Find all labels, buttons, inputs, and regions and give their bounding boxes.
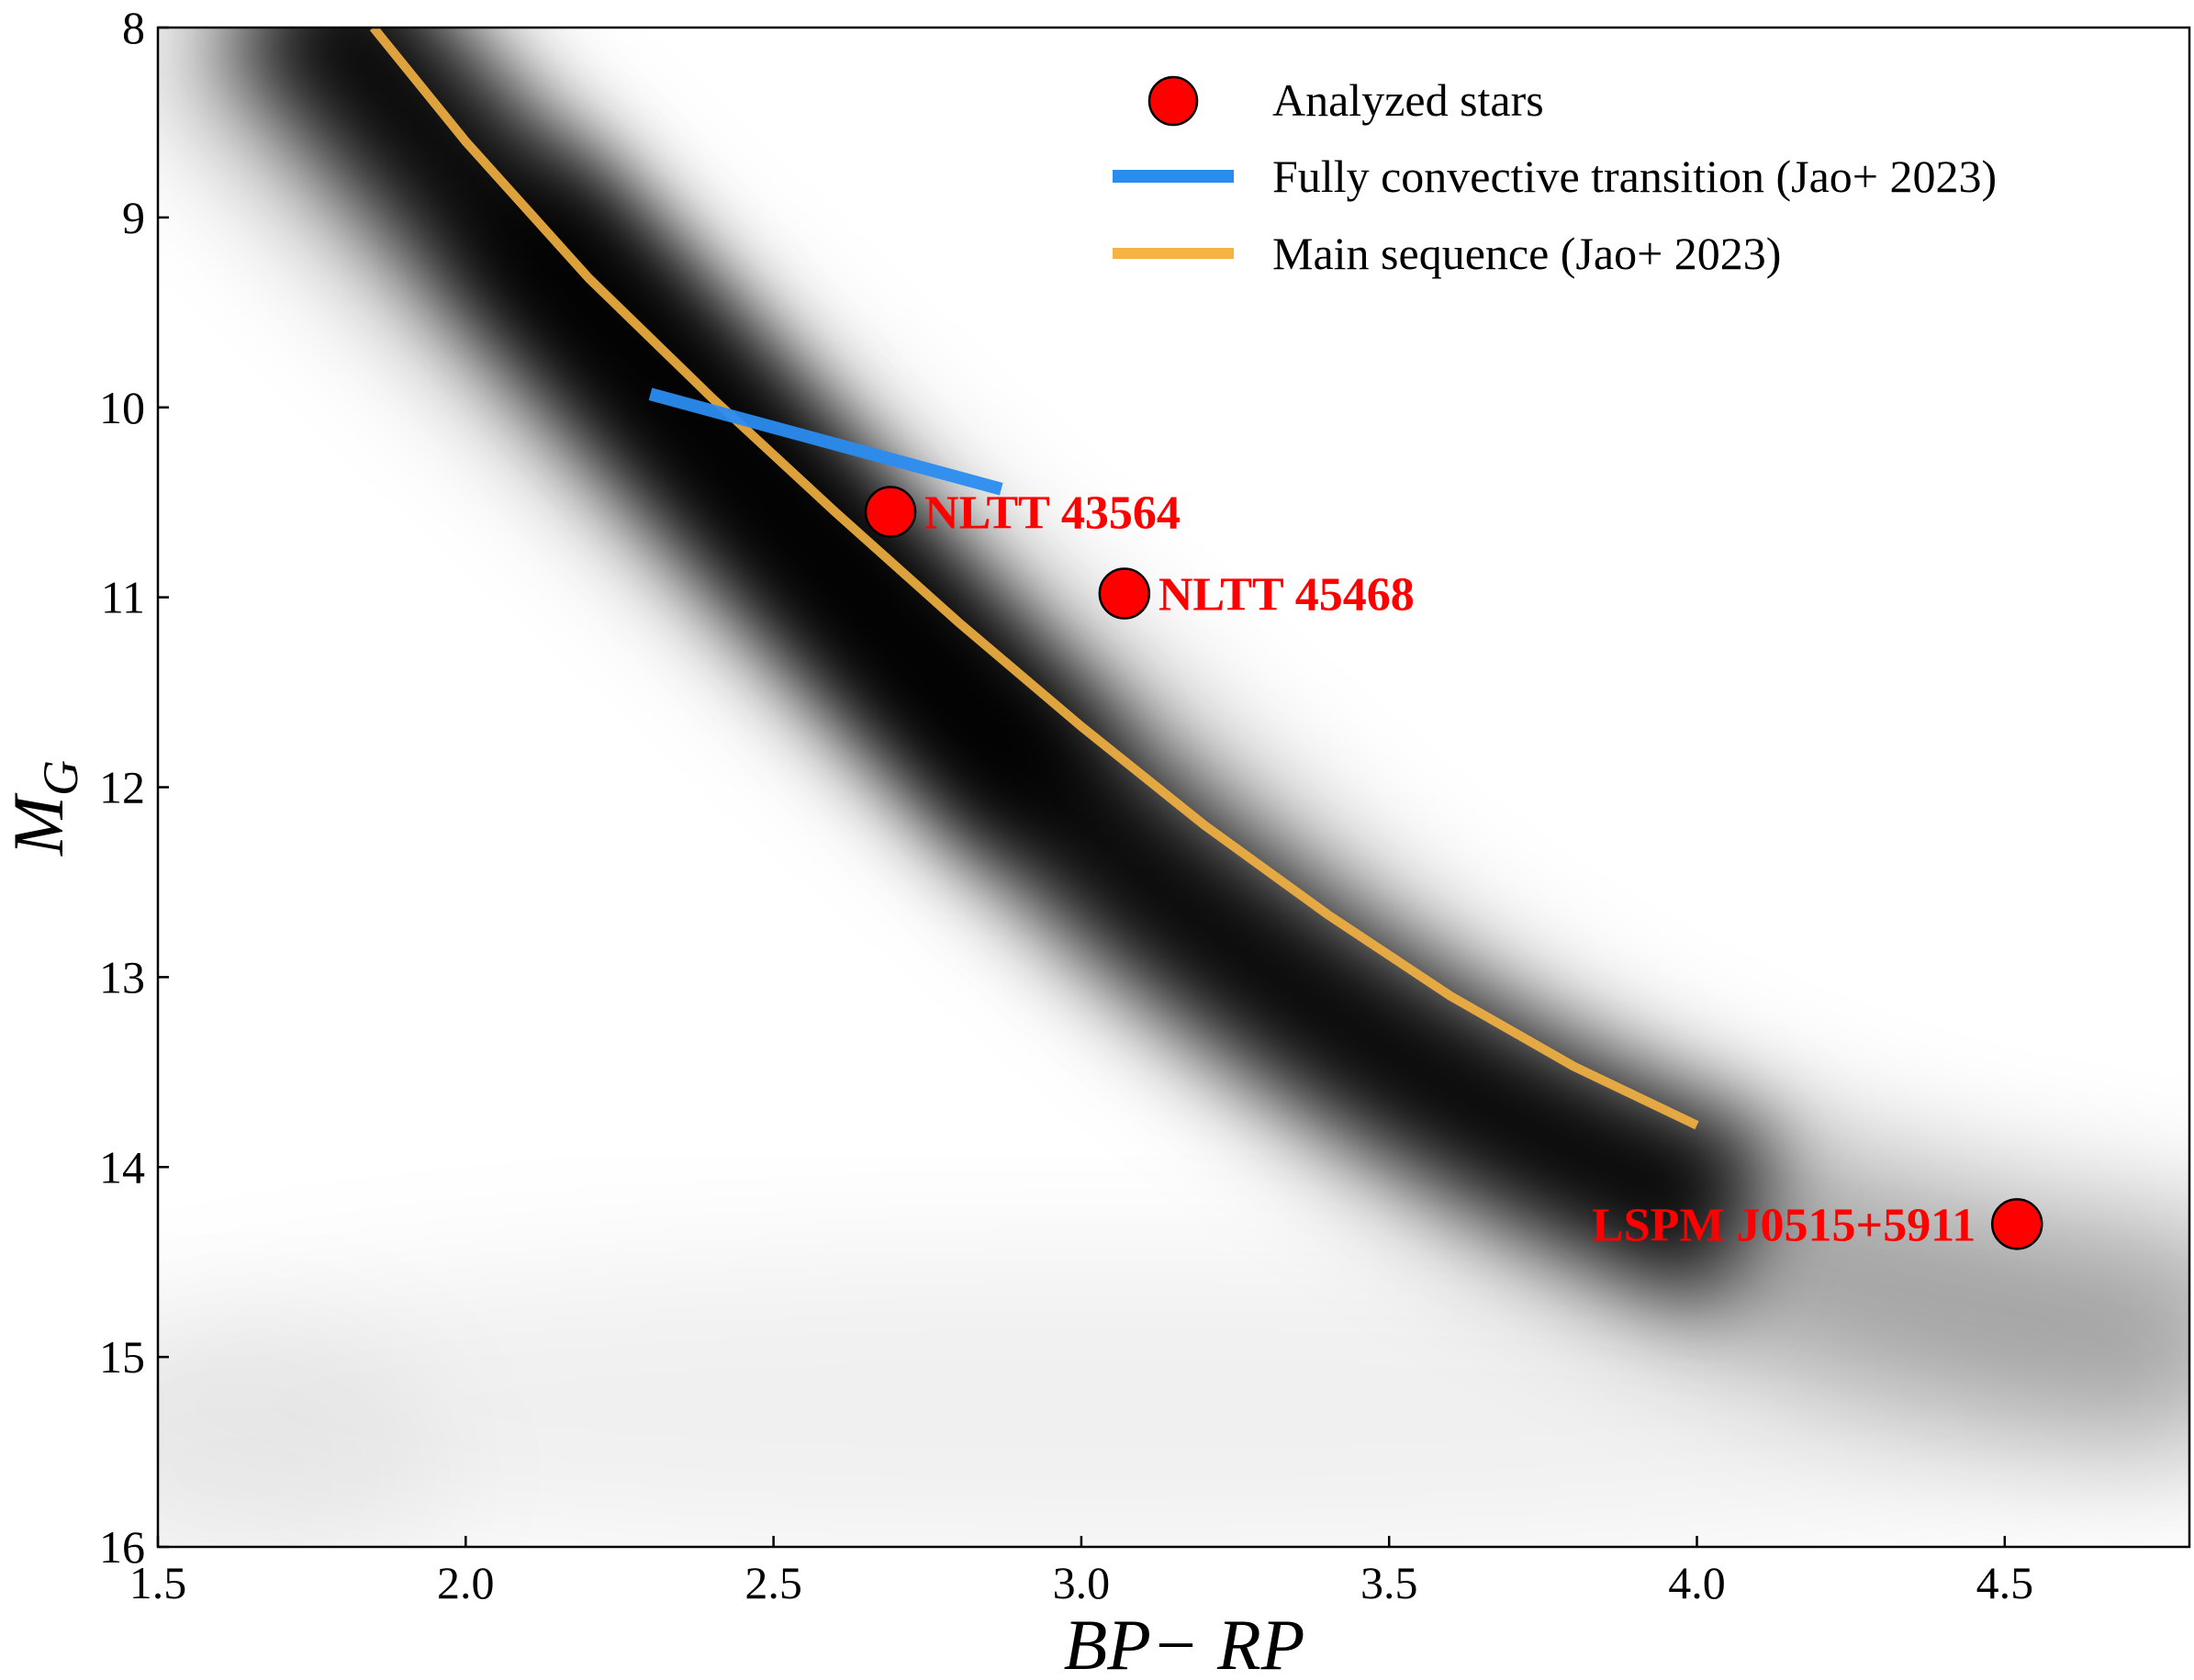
x-tick-label-6: 4.5 (1976, 1557, 2034, 1608)
point-labels: NLTT 43564 NLTT 45468 LSPM J0515+5911 (924, 487, 1976, 1252)
y-tick-label-3: 11 (101, 572, 145, 623)
y-tick-label-7: 15 (99, 1331, 145, 1383)
density-faint-left (158, 1322, 441, 1547)
y-axis: 8 9 10 11 12 13 14 15 16 (99, 2, 169, 1573)
y-tick-label-4: 12 (99, 762, 145, 813)
star-label-0: NLTT 43564 (924, 487, 1181, 540)
y-axis-label: MG (0, 760, 88, 857)
y-axis-label-main: M (0, 792, 78, 857)
y-tick-label-1: 9 (122, 192, 145, 243)
star-point-1 (1098, 567, 1151, 620)
x-tick-label-4: 3.5 (1360, 1557, 1418, 1608)
y-tick-label-8: 16 (99, 1521, 145, 1573)
star-label-1: NLTT 45468 (1159, 568, 1415, 621)
x-tick-label-1: 2.0 (437, 1557, 495, 1608)
y-tick-label-5: 13 (99, 951, 145, 1002)
legend-label-analyzed-stars: Analyzed stars (1272, 74, 1544, 126)
x-tick-label-2: 2.5 (744, 1557, 802, 1608)
legend-marker-analyzed-stars (1147, 75, 1199, 127)
star-label-2: LSPM J0515+5911 (1592, 1199, 1976, 1251)
star-point-0 (864, 486, 917, 538)
density-faint-lower (158, 1249, 2189, 1547)
star-point-2 (1990, 1198, 2043, 1250)
legend-label-fully-convective: Fully convective transition (Jao+ 2023) (1272, 151, 1997, 202)
x-tick-label-0: 1.5 (129, 1557, 187, 1608)
x-axis-label: BP− RP (1064, 1605, 1305, 1680)
x-tick-label-5: 4.0 (1668, 1557, 1726, 1608)
main-sequence-line (369, 28, 1699, 1130)
y-tick-label-6: 14 (99, 1141, 145, 1193)
series-lines (369, 28, 1699, 1130)
x-axis: 1.5 2.0 2.5 3.0 3.5 4.0 4.5 (129, 1536, 2033, 1608)
fully-convective-line (648, 387, 1003, 496)
scatter-points (864, 486, 2043, 1250)
legend: Analyzed stars Fully convective transiti… (1113, 74, 1997, 279)
legend-label-main-sequence: Main sequence (Jao+ 2023) (1272, 228, 1781, 279)
y-axis-label-sub: G (33, 760, 88, 796)
y-tick-label-0: 8 (122, 2, 145, 53)
y-tick-label-2: 10 (99, 382, 145, 433)
x-tick-label-3: 3.0 (1053, 1557, 1111, 1608)
